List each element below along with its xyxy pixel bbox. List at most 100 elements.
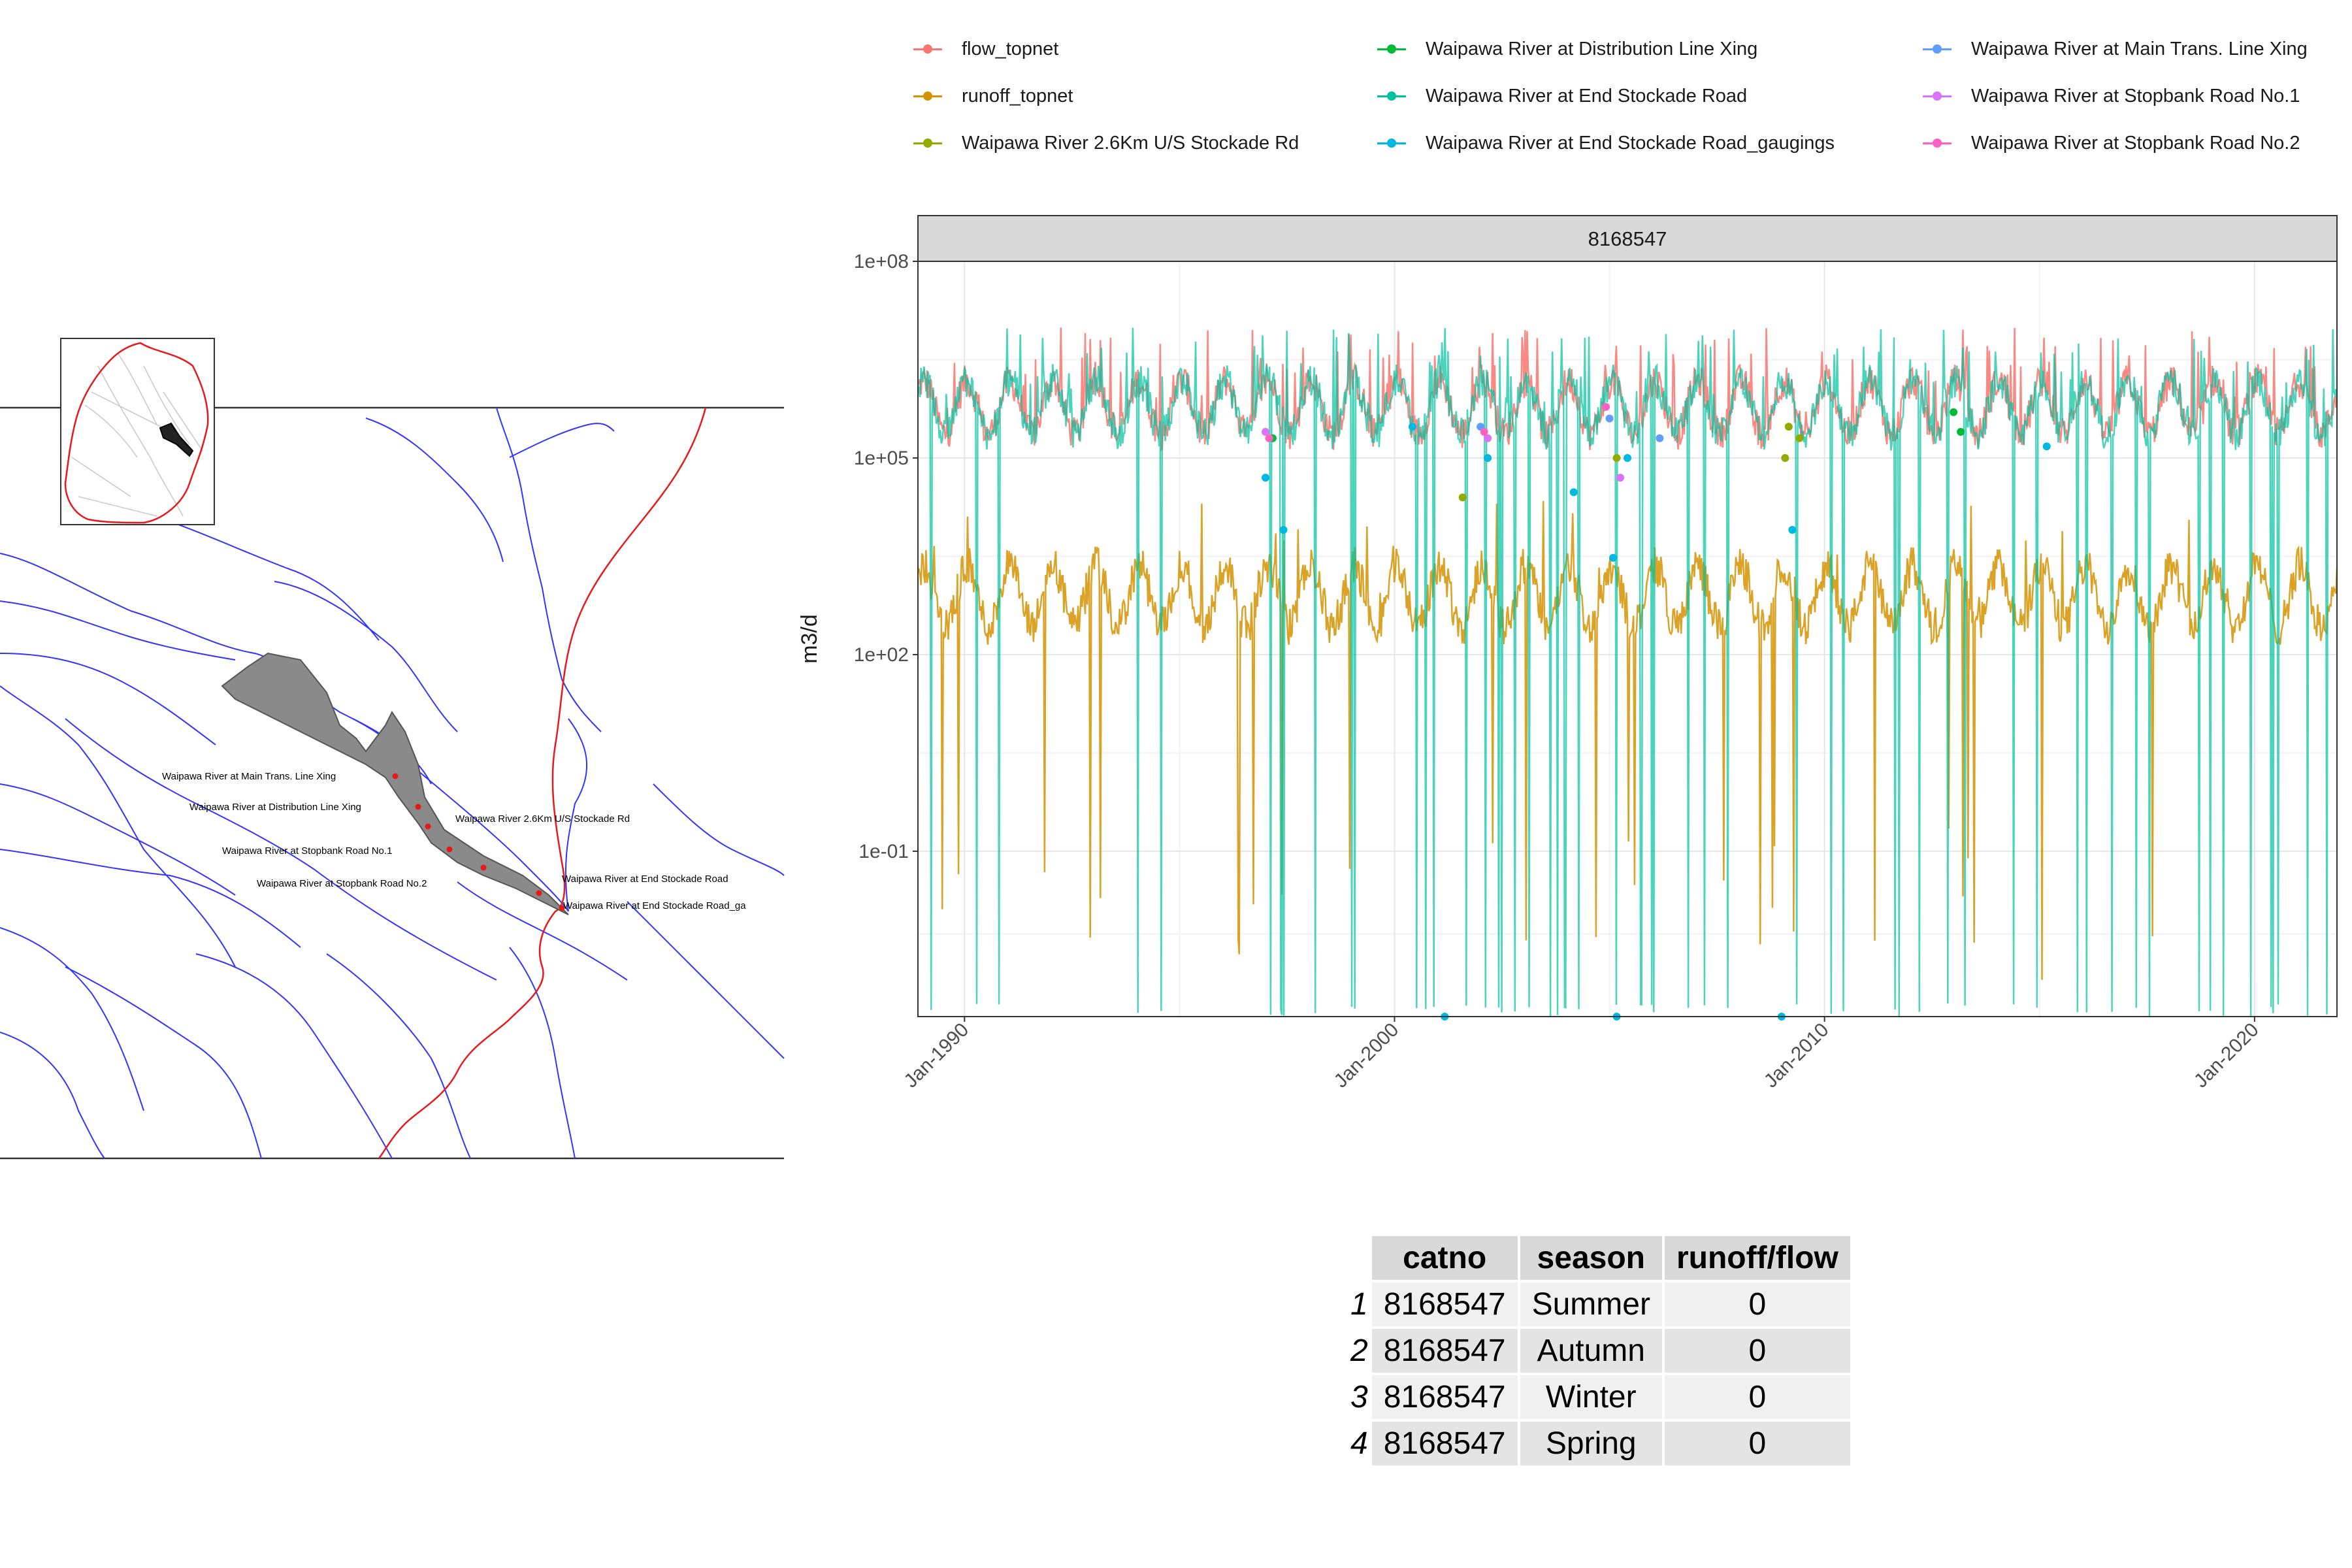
gauging-point (1262, 428, 1270, 436)
gauging-point (1480, 428, 1488, 436)
gauging-point (1484, 453, 1492, 462)
inset-map (60, 338, 215, 525)
legend-label: flow_topnet (962, 38, 1059, 59)
gauging-point (1795, 434, 1804, 442)
x-tick-label: Jan-2020 (2190, 1019, 2263, 1092)
y-tick-label: 1e+05 (854, 448, 909, 469)
cell-ratio: 0 (1664, 1282, 1850, 1326)
cell-season: Winter (1520, 1375, 1662, 1419)
legend-label: Waipawa River at Distribution Line Xing (1426, 38, 1758, 59)
site-label: Waipawa River at Main Trans. Line Xing (162, 771, 336, 782)
y-axis-title: m3/d (797, 614, 822, 664)
gauging-point (1262, 474, 1270, 482)
legend-label: Waipawa River at Stopbank Road No.2 (1971, 132, 2300, 154)
gauging-point (1408, 423, 1416, 431)
site-labels: Waipawa River at Main Trans. Line Xing W… (162, 771, 746, 911)
x-tick-label: Jan-2000 (1330, 1019, 1403, 1092)
table-row: 2 8168547 Autumn 0 (1339, 1329, 1850, 1373)
legend-label: Waipawa River at Stopbank Road No.1 (1971, 85, 2300, 106)
legend-key-icon (1372, 36, 1411, 62)
gauging-point (1602, 402, 1610, 411)
legend-item: Waipawa River at Distribution Line Xing (1372, 36, 1757, 62)
x-tick-label: Jan-1990 (900, 1019, 973, 1092)
row-index: 3 (1350, 1380, 1368, 1414)
legend-key-icon (1372, 130, 1411, 156)
legend-key-icon (1372, 83, 1411, 109)
gauging-point (1605, 414, 1614, 423)
legend-key-icon (1918, 83, 1957, 109)
table-row: 4 8168547 Spring 0 (1339, 1422, 1850, 1465)
legend-label: Waipawa River at End Stockade Road_gaugi… (1426, 132, 1835, 154)
legend-item: Waipawa River 2.6Km U/S Stockade Rd (908, 130, 1299, 156)
catchment-polygon (221, 652, 569, 915)
gauging-point (1569, 488, 1578, 497)
gauging-point (1279, 526, 1288, 534)
gauging-point (1957, 428, 1965, 436)
cell-ratio: 0 (1664, 1375, 1850, 1419)
legend-item: Waipawa River at End Stockade Road (1372, 83, 1747, 109)
row-index: 2 (1350, 1333, 1368, 1368)
site-points (392, 773, 565, 911)
y-tick-label: 1e-01 (858, 841, 909, 862)
legend-key-icon (908, 83, 947, 109)
legend-label: Waipawa River at End Stockade Road (1426, 85, 1748, 106)
x-tick-label: Jan-2010 (1760, 1019, 1833, 1092)
cell-season: Spring (1520, 1422, 1662, 1465)
series-line-end-stockade-road (917, 327, 2338, 1017)
series-line-runoff-topnet (917, 500, 2338, 980)
y-tick-label: 1e+08 (854, 251, 909, 272)
cell-catno: 8168547 (1371, 1375, 1518, 1419)
gauging-point (1781, 453, 1789, 462)
cell-catno: 8168547 (1371, 1422, 1518, 1465)
y-tick-label: 1e+02 (854, 644, 909, 666)
cell-season: Autumn (1520, 1329, 1662, 1373)
legend-label: Waipawa River at Main Trans. Line Xing (1971, 38, 2308, 59)
gauging-point (1609, 553, 1618, 562)
legend-key-icon (908, 36, 947, 62)
legend-key-icon (1918, 130, 1957, 156)
row-index: 4 (1350, 1426, 1368, 1461)
legend-item: Waipawa River at Main Trans. Line Xing (1918, 36, 2308, 62)
cell-catno: 8168547 (1371, 1329, 1518, 1373)
table-header-catno: catno (1371, 1236, 1518, 1280)
table-row: 1 8168547 Summer 0 (1339, 1282, 1850, 1326)
row-index: 1 (1350, 1287, 1368, 1322)
site-label: Waipawa River at End Stockade Road_ga (563, 900, 746, 911)
gauging-point (1950, 408, 1958, 416)
region-boundary (378, 407, 707, 1159)
table-index-header (1339, 1236, 1369, 1280)
legend-item: runoff_topnet (908, 83, 1073, 109)
legend-item: Waipawa River at End Stockade Road_gaugi… (1372, 130, 1835, 156)
site-label: Waipawa River at Stopbank Road No.1 (222, 845, 392, 857)
gauging-point (1265, 434, 1273, 442)
cell-season: Summer (1520, 1282, 1662, 1326)
gauging-point (1616, 474, 1625, 482)
legend-label: Waipawa River 2.6Km U/S Stockade Rd (962, 132, 1299, 154)
plot-border (917, 261, 2338, 1017)
cell-catno: 8168547 (1371, 1282, 1518, 1326)
gauging-point (1484, 434, 1492, 442)
table-header-ratio: runoff/flow (1664, 1236, 1850, 1280)
cell-ratio: 0 (1664, 1329, 1850, 1373)
site-label: Waipawa River 2.6Km U/S Stockade Rd (455, 813, 630, 825)
season-ratio-table: catno season runoff/flow 1 8168547 Summe… (1336, 1233, 1853, 1468)
legend-item: flow_topnet (908, 36, 1058, 62)
gauging-point (2042, 442, 2051, 451)
legend-key-icon (1918, 36, 1957, 62)
gauging-point (1788, 526, 1797, 534)
site-label: Waipawa River at Distribution Line Xing (189, 802, 361, 813)
legend-item: Waipawa River at Stopbank Road No.2 (1918, 130, 2300, 156)
catchment-map: Waipawa River at Main Trans. Line Xing W… (0, 338, 785, 1160)
cell-ratio: 0 (1664, 1422, 1850, 1465)
table-header-season: season (1520, 1236, 1662, 1280)
gauging-point (1656, 434, 1664, 442)
site-label: Waipawa River at Stopbank Road No.2 (257, 878, 427, 889)
legend-label: runoff_topnet (962, 85, 1073, 106)
gauging-point (1784, 423, 1793, 431)
legend-key-icon (908, 130, 947, 156)
river-network (0, 407, 785, 1159)
facet-strip-label: 8168547 (1588, 227, 1667, 250)
gauging-point (1458, 493, 1467, 502)
table-row: 3 8168547 Winter 0 (1339, 1375, 1850, 1419)
